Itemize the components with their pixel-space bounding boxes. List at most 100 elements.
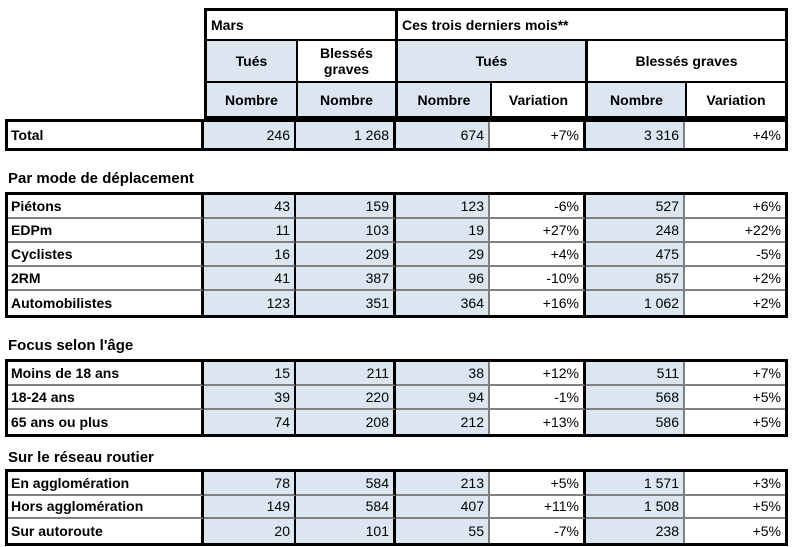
total-row-label: Total [8,122,204,148]
cell-mars-blesses-nombre: 584 [296,495,396,519]
cell-3mois-tues-variation: +16% [490,291,586,315]
total-3mois-tues-nombre: 674 [396,122,490,148]
cell-3mois-tues-nombre: 213 [396,472,490,496]
cell-3mois-blesses-nombre: 568 [586,386,685,410]
cell-3mois-tues-nombre: 38 [396,362,490,386]
cell-mars-blesses-nombre: 351 [296,291,396,315]
cell-mars-tues-nombre: 149 [204,495,296,519]
cell-3mois-blesses-nombre: 238 [586,519,685,543]
row-label: Piétons [8,195,204,219]
cell-3mois-tues-variation: +4% [490,243,586,267]
row-label: 18-24 ans [8,386,204,410]
cell-3mois-tues-nombre: 94 [396,386,490,410]
total-mars-tues-nombre: 246 [204,122,296,148]
cell-3mois-blesses-variation: +2% [685,267,785,291]
cell-mars-blesses-nombre: 209 [296,243,396,267]
total-mars-blesses-nombre: 1 268 [296,122,396,148]
cell-mars-blesses-nombre: 208 [296,410,396,434]
cell-mars-tues-nombre: 15 [204,362,296,386]
cell-3mois-blesses-nombre: 248 [586,219,685,243]
cell-3mois-tues-variation: +27% [490,219,586,243]
cell-mars-tues-nombre: 74 [204,410,296,434]
cell-mars-tues-nombre: 16 [204,243,296,267]
cell-3mois-tues-variation: +12% [490,362,586,386]
cell-3mois-tues-nombre: 407 [396,495,490,519]
cell-3mois-blesses-variation: +5% [685,386,785,410]
cell-mars-blesses-nombre: 103 [296,219,396,243]
row-label: En agglomération [8,472,204,496]
cell-mars-tues-nombre: 43 [204,195,296,219]
cell-mars-blesses-nombre: 220 [296,386,396,410]
cell-3mois-blesses-variation: +22% [685,219,785,243]
cell-3mois-blesses-nombre: 586 [586,410,685,434]
row-label: Hors agglomération [8,495,204,519]
header-month-group: Mars [207,11,398,41]
cell-3mois-blesses-nombre: 527 [586,195,685,219]
total-3mois-blesses-variation: +4% [685,122,785,148]
section-table-age: Moins de 18 ans 15 211 38 +12% 511 +7% 1… [5,359,788,437]
total-3mois-tues-variation: +7% [490,122,586,148]
cell-mars-tues-nombre: 39 [204,386,296,410]
cell-3mois-blesses-nombre: 511 [586,362,685,386]
header-variation-2: Variation [687,83,785,116]
section-table-reseau: En agglomération 78 584 213 +5% 1 571 +3… [5,469,788,546]
header-period-tues: Tués [398,41,588,83]
cell-mars-tues-nombre: 78 [204,472,296,496]
header-month-blesses-graves: Blessés graves [298,41,398,83]
section-table-mode: Piétons 43 159 123 -6% 527 +6% EDPm 11 1… [5,192,788,318]
cell-3mois-tues-nombre: 29 [396,243,490,267]
cell-mars-tues-nombre: 11 [204,219,296,243]
header-nombre-3: Nombre [398,83,492,116]
cell-3mois-tues-nombre: 123 [396,195,490,219]
cell-3mois-tues-nombre: 364 [396,291,490,315]
cell-3mois-tues-nombre: 19 [396,219,490,243]
row-label: 65 ans ou plus [8,410,204,434]
row-label: EDPm [8,219,204,243]
header-month-tues: Tués [207,41,298,83]
cell-mars-blesses-nombre: 159 [296,195,396,219]
cell-3mois-tues-variation: +11% [490,495,586,519]
table-header: Mars Ces trois derniers mois** Tués Bles… [204,8,788,119]
cell-3mois-tues-variation: -6% [490,195,586,219]
total-3mois-blesses-nombre: 3 316 [586,122,685,148]
cell-mars-tues-nombre: 41 [204,267,296,291]
header-nombre-1: Nombre [207,83,298,116]
cell-3mois-tues-variation: -10% [490,267,586,291]
cell-3mois-blesses-nombre: 857 [586,267,685,291]
row-label: 2RM [8,267,204,291]
cell-3mois-tues-variation: +13% [490,410,586,434]
cell-3mois-blesses-variation: +5% [685,410,785,434]
cell-3mois-blesses-variation: +3% [685,472,785,496]
cell-mars-blesses-nombre: 101 [296,519,396,543]
cell-3mois-tues-variation: -7% [490,519,586,543]
cell-3mois-blesses-variation: -5% [685,243,785,267]
section-heading-age: Focus selon l'âge [8,337,134,354]
cell-3mois-blesses-variation: +7% [685,362,785,386]
cell-3mois-blesses-nombre: 475 [586,243,685,267]
row-label: Sur autoroute [8,519,204,543]
cell-mars-tues-nombre: 123 [204,291,296,315]
cell-3mois-tues-nombre: 96 [396,267,490,291]
header-nombre-2: Nombre [298,83,398,116]
cell-mars-blesses-nombre: 584 [296,472,396,496]
row-label: Cyclistes [8,243,204,267]
cell-3mois-tues-nombre: 55 [396,519,490,543]
total-row: Total 246 1 268 674 +7% 3 316 +4% [5,119,788,151]
cell-mars-blesses-nombre: 387 [296,267,396,291]
cell-mars-blesses-nombre: 211 [296,362,396,386]
cell-mars-tues-nombre: 20 [204,519,296,543]
cell-3mois-blesses-variation: +5% [685,495,785,519]
cell-3mois-tues-variation: +5% [490,472,586,496]
cell-3mois-tues-nombre: 212 [396,410,490,434]
header-period-group: Ces trois derniers mois** [398,11,785,41]
cell-3mois-blesses-nombre: 1 571 [586,472,685,496]
section-heading-reseau: Sur le réseau routier [8,449,154,466]
row-label: Automobilistes [8,291,204,315]
cell-3mois-blesses-nombre: 1 508 [586,495,685,519]
row-label: Moins de 18 ans [8,362,204,386]
cell-3mois-tues-variation: -1% [490,386,586,410]
cell-3mois-blesses-nombre: 1 062 [586,291,685,315]
cell-3mois-blesses-variation: +2% [685,291,785,315]
cell-3mois-blesses-variation: +5% [685,519,785,543]
